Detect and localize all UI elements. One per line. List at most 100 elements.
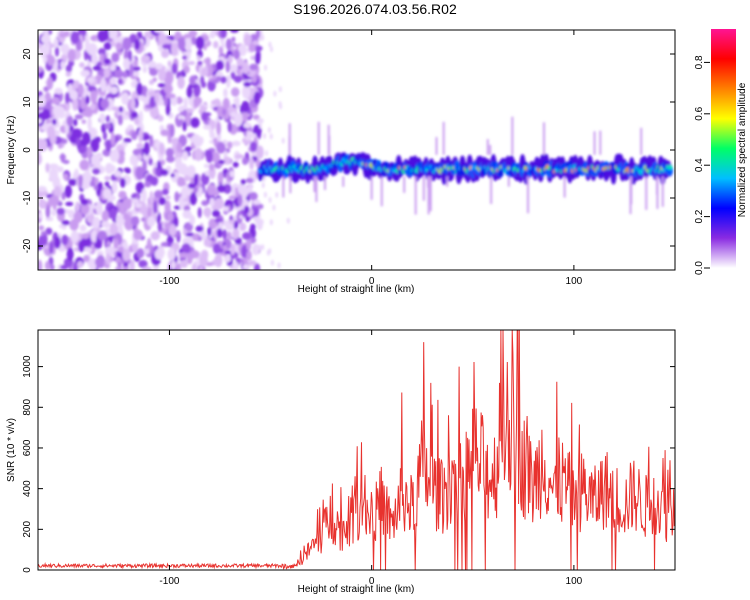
noise-blob bbox=[249, 63, 258, 71]
noise-blob bbox=[199, 254, 208, 267]
noise-blob bbox=[239, 222, 247, 232]
noise-blob bbox=[117, 245, 124, 253]
noise-blob bbox=[100, 98, 110, 110]
noise-blob bbox=[119, 177, 126, 188]
noise-blob bbox=[180, 259, 188, 269]
noise-blob bbox=[66, 115, 74, 127]
noise-blob bbox=[256, 145, 264, 160]
signal-streak bbox=[511, 116, 514, 155]
noise-blob bbox=[115, 214, 126, 226]
noise-blob bbox=[158, 197, 166, 206]
noise-blob bbox=[175, 262, 182, 270]
noise-blob bbox=[239, 258, 244, 264]
noise-blob bbox=[61, 138, 68, 144]
noise-blob bbox=[87, 42, 98, 56]
noise-blob bbox=[177, 181, 187, 187]
noise-blob bbox=[79, 62, 85, 68]
noise-blob bbox=[197, 207, 202, 219]
noise-blob bbox=[179, 111, 188, 117]
noise-blob bbox=[143, 135, 151, 140]
noise-blob bbox=[133, 229, 143, 241]
noise-blob bbox=[240, 179, 246, 185]
signal-streak bbox=[429, 176, 432, 212]
noise-blob bbox=[130, 98, 136, 111]
noise-blob bbox=[67, 48, 76, 62]
noise-blob bbox=[183, 97, 188, 111]
noise-blob bbox=[261, 182, 265, 189]
noise-blob bbox=[164, 222, 171, 230]
noise-blob bbox=[252, 199, 261, 205]
noise-blob bbox=[223, 254, 232, 263]
noise-blob bbox=[53, 37, 59, 49]
noise-blob bbox=[159, 169, 169, 176]
noise-blob bbox=[161, 49, 170, 59]
noise-blob bbox=[136, 142, 144, 150]
noise-blob bbox=[79, 159, 90, 171]
noise-blob bbox=[89, 204, 98, 210]
noise-blob bbox=[87, 116, 92, 131]
noise-blob bbox=[205, 149, 213, 163]
noise-blob bbox=[197, 60, 203, 66]
noise-blob bbox=[122, 71, 129, 79]
noise-blob bbox=[118, 106, 124, 113]
x-tick-label: -100 bbox=[159, 276, 179, 287]
noise-blob bbox=[203, 207, 212, 217]
noise-blob bbox=[45, 216, 54, 222]
noise-blob bbox=[38, 118, 43, 124]
noise-blob bbox=[87, 77, 95, 84]
noise-blob bbox=[220, 76, 227, 84]
noise-blob bbox=[225, 38, 232, 51]
noise-blob bbox=[92, 168, 101, 175]
noise-blob bbox=[165, 103, 171, 116]
noise-blob bbox=[72, 97, 79, 111]
noise-blob bbox=[90, 90, 98, 104]
noise-blob bbox=[158, 68, 166, 82]
noise-blob bbox=[150, 176, 159, 186]
noise-blob bbox=[229, 30, 239, 33]
noise-blob bbox=[193, 138, 203, 148]
noise-blob bbox=[225, 74, 231, 89]
noise-blob bbox=[118, 190, 127, 200]
noise-blob bbox=[180, 186, 188, 200]
noise-blob bbox=[216, 121, 222, 136]
noise-blob bbox=[255, 158, 261, 169]
signal-streak bbox=[289, 176, 292, 194]
noise-blob bbox=[256, 118, 264, 124]
noise-blob bbox=[56, 207, 65, 215]
noise-blob bbox=[187, 183, 196, 189]
noise-blob bbox=[138, 128, 143, 143]
noise-blob bbox=[182, 121, 187, 132]
noise-blob bbox=[210, 119, 216, 130]
noise-blob bbox=[195, 36, 205, 50]
noise-blob bbox=[254, 52, 261, 65]
noise-blob bbox=[216, 141, 226, 154]
noise-blob bbox=[141, 217, 146, 222]
noise-blob bbox=[268, 41, 272, 48]
signal-streak bbox=[527, 176, 530, 214]
noise-blob bbox=[157, 115, 164, 122]
noise-blob bbox=[278, 86, 282, 93]
noise-blob bbox=[48, 241, 54, 255]
noise-blob bbox=[135, 181, 145, 194]
noise-blob bbox=[177, 76, 185, 89]
signal-streak bbox=[489, 144, 492, 155]
noise-blob bbox=[81, 119, 87, 125]
noise-blob bbox=[60, 264, 69, 270]
noise-blob bbox=[182, 209, 192, 219]
noise-blob bbox=[38, 106, 44, 111]
noise-blob bbox=[104, 181, 110, 187]
noise-blob bbox=[197, 236, 202, 242]
noise-blob bbox=[227, 141, 233, 149]
noise-blob bbox=[166, 212, 174, 222]
noise-blob bbox=[185, 232, 195, 237]
noise-blob bbox=[243, 122, 252, 129]
noise-blob bbox=[171, 63, 178, 75]
noise-blob bbox=[79, 224, 87, 232]
noise-blob bbox=[251, 75, 257, 83]
colorbar-ticks: 0.0 0.2 0.4 0.6 0.8 bbox=[694, 55, 710, 275]
y-tick-label: 400 bbox=[22, 480, 33, 497]
noise-blob bbox=[149, 134, 154, 148]
noise-blob bbox=[182, 200, 189, 207]
noise-blob bbox=[223, 206, 229, 212]
